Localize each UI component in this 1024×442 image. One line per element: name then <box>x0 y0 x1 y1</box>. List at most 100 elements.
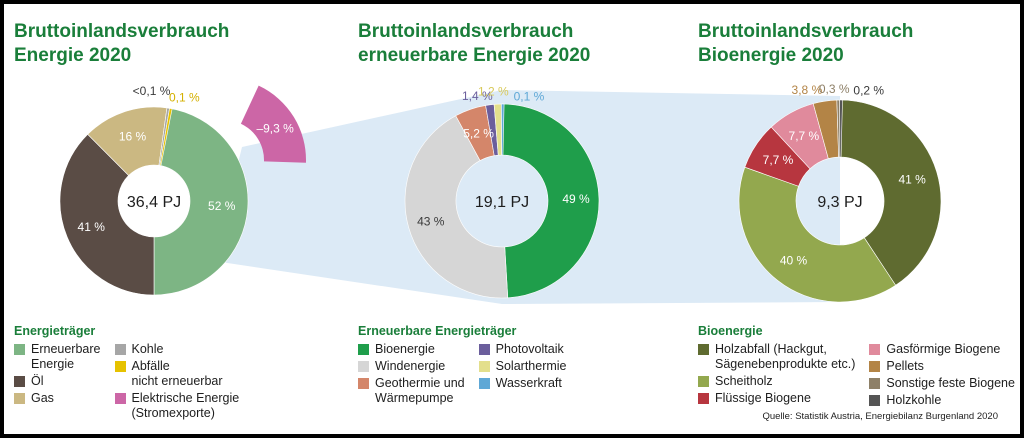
legend-item: Abfälle nicht erneuerbar <box>114 359 240 389</box>
value-labels: 41 % 40 % 7,7 % 7,7 % 3,8 %0,3 % 0,2 % <box>763 82 927 267</box>
value-label-scheitholz: 40 % <box>780 253 808 267</box>
legend-swatch <box>478 344 490 355</box>
legend-swatch <box>358 361 369 372</box>
value-label-kohle: <0,1 % <box>133 84 171 98</box>
legend-label: Wasserkraft <box>495 376 562 390</box>
slice-wasserkraft <box>501 103 505 156</box>
slice-abf-lle-nicht-erneuerbar <box>159 107 173 167</box>
legend-label: Abfälle nicht erneuerbar <box>131 359 223 388</box>
chart-title-line: Energie 2020 <box>14 45 132 66</box>
legend-label: Holzabfall (Hackgut, Sägenebenprodukte e… <box>715 342 856 371</box>
slice-scheitholz <box>738 166 897 303</box>
value-label-solarthermie: 1,2 % <box>478 84 509 98</box>
value-label-gas: 16 % <box>119 130 147 144</box>
slice-elektrische-energie-stromexporte <box>240 85 306 163</box>
donut-chart-erneuerbare: 19,1 PJ 49 % 43 % 5,2 % 1,4 %1,2 % 0,1 % <box>404 84 600 299</box>
value-label-erneuerbare-energie: 52 % <box>208 199 236 213</box>
legend-item: Scheitholz <box>698 374 855 389</box>
legend-label: Pellets <box>886 359 924 373</box>
chart-title-line: erneuerbare Energie 2020 <box>358 45 591 66</box>
legend-erneuerbare: Erneuerbare Energieträger Bioenergie Winde… <box>358 324 567 406</box>
legend-swatch <box>478 378 490 389</box>
value-label-l: 41 % <box>78 220 106 234</box>
legend-label: Bioenergie <box>375 342 435 356</box>
slice-l <box>59 133 155 296</box>
legend-item: Erneuerbare Energie <box>14 342 101 372</box>
center-total-label: 19,1 PJ <box>475 194 529 211</box>
legend-title: Erneuerbare Energieträger <box>358 324 517 338</box>
legend-swatch <box>698 376 709 387</box>
legend-title: Energieträger <box>14 324 96 338</box>
chart-title-erneuerbare: Bruttoinlandsverbrauch erneuerbare Energ… <box>358 20 590 68</box>
legend-item: Wasserkraft <box>478 376 567 391</box>
legend-item: Windenergie <box>358 359 465 374</box>
legend-swatch <box>114 344 126 355</box>
chart-title-bioenergie: Bruttoinlandsverbrauch Bioenergie 2020 <box>698 20 913 68</box>
slice-erneuerbare-energie <box>153 107 249 296</box>
center-total-label: 36,4 PJ <box>127 194 181 211</box>
legend-swatch <box>869 395 881 406</box>
value-label-pellets: 3,8 % <box>792 83 823 97</box>
legend-label: Scheitholz <box>715 374 773 388</box>
legend-swatch <box>14 344 25 355</box>
charts-canvas: 36,4 PJ 52 % 41 % 16 % <0,1 %0,1 % –9,3 % 19,… <box>59 82 942 304</box>
donut-chart-energie: 36,4 PJ 52 % 41 % 16 % <0,1 %0,1 % –9,3 % <box>59 84 306 296</box>
legend-label: Photovoltaik <box>495 342 564 356</box>
value-label-holzabfall-hackgut-s-genebenprodukte-etc: 41 % <box>898 172 926 186</box>
legend-swatch <box>869 361 881 372</box>
legend-label: Sonstige feste Biogene <box>886 376 1015 390</box>
chart-title-line: Bruttoinlandsverbrauch <box>698 21 914 42</box>
legend-item: Kohle <box>114 342 240 357</box>
legend-item: Photovoltaik <box>478 342 567 357</box>
legend-item: Holzabfall (Hackgut, Sägenebenprodukte e… <box>698 342 855 372</box>
legend-label: Windenergie <box>375 359 446 373</box>
legend-energie: Energieträger Erneuerbare Energie Öl Gas Koh… <box>14 324 239 421</box>
legend-item: Solarthermie <box>478 359 567 374</box>
value-label-photovoltaik: 1,4 % <box>462 89 493 103</box>
legend-label: Solarthermie <box>495 359 567 373</box>
chart-title-line: Bruttoinlandsverbrauch <box>14 21 230 42</box>
legend-item: Elektrische Energie (Stromexporte) <box>114 391 239 421</box>
legend-title: Bioenergie <box>698 324 763 338</box>
legend-label: Flüssige Biogene <box>715 391 811 405</box>
legend-swatch <box>114 361 126 372</box>
legend-label: Gasförmige Biogene <box>886 342 1001 356</box>
legend-item: Gas <box>14 391 101 406</box>
slice-holzkohle <box>839 99 843 158</box>
legend-label: Kohle <box>131 342 164 356</box>
legend-item: Sonstige feste Biogene <box>869 376 1015 391</box>
legend-label: Geothermie und Wärmepumpe <box>375 376 465 405</box>
legend-swatch <box>869 378 881 389</box>
chart-title-energie: Bruttoinlandsverbrauch Energie 2020 <box>14 20 229 68</box>
legend-label: Gas <box>31 391 54 405</box>
legend-item: Holzkohle <box>869 393 1015 408</box>
value-label-elektrische-energie: –9,3 % <box>256 122 294 136</box>
source-note: Quelle: Statistik Austria, Energiebilanz… <box>762 411 998 422</box>
legend-item: Geothermie und Wärmepumpe <box>358 376 465 406</box>
slice-bioenergie <box>501 103 600 299</box>
legend-swatch <box>478 361 490 372</box>
legend-swatch <box>869 344 881 355</box>
legend-bioenergie: Bioenergie Holzabfall (Hackgut, Sägeneben… <box>698 324 1015 408</box>
legend-item: Gasförmige Biogene <box>869 342 1015 357</box>
legend-swatch <box>358 344 369 355</box>
value-label-abf-lle-nicht-erneuerbar: 0,1 % <box>169 90 200 104</box>
legend-swatch <box>14 376 25 387</box>
value-label-gasf-rmige-biogene: 7,7 % <box>789 129 820 143</box>
value-label-windenergie: 43 % <box>417 214 445 228</box>
legend-label: Erneuerbare Energie <box>31 342 101 371</box>
value-label-holzkohle: 0,2 % <box>853 84 884 98</box>
legend-swatch <box>698 344 709 355</box>
value-labels: 52 % 41 % 16 % <0,1 %0,1 % <box>78 84 236 234</box>
legend-item: Bioenergie <box>358 342 465 357</box>
value-label-bioenergie: 49 % <box>562 192 590 206</box>
legend-label: Holzkohle <box>886 393 942 407</box>
legend-item: Öl <box>14 374 101 389</box>
value-labels: 49 % 43 % 5,2 % 1,4 %1,2 % 0,1 % <box>417 84 590 228</box>
legend-swatch <box>698 393 709 404</box>
legend-swatch <box>114 393 126 404</box>
value-label-fl-ssige-biogene: 7,7 % <box>763 153 794 167</box>
donut-chart-bioenergie: 9,3 PJ 41 % 40 % 7,7 % 7,7 % 3,8 %0,3 % 0,2 % <box>738 82 942 303</box>
value-label-sonstige-feste-biogene: 0,3 % <box>819 82 850 96</box>
slice-windenergie <box>404 115 509 299</box>
